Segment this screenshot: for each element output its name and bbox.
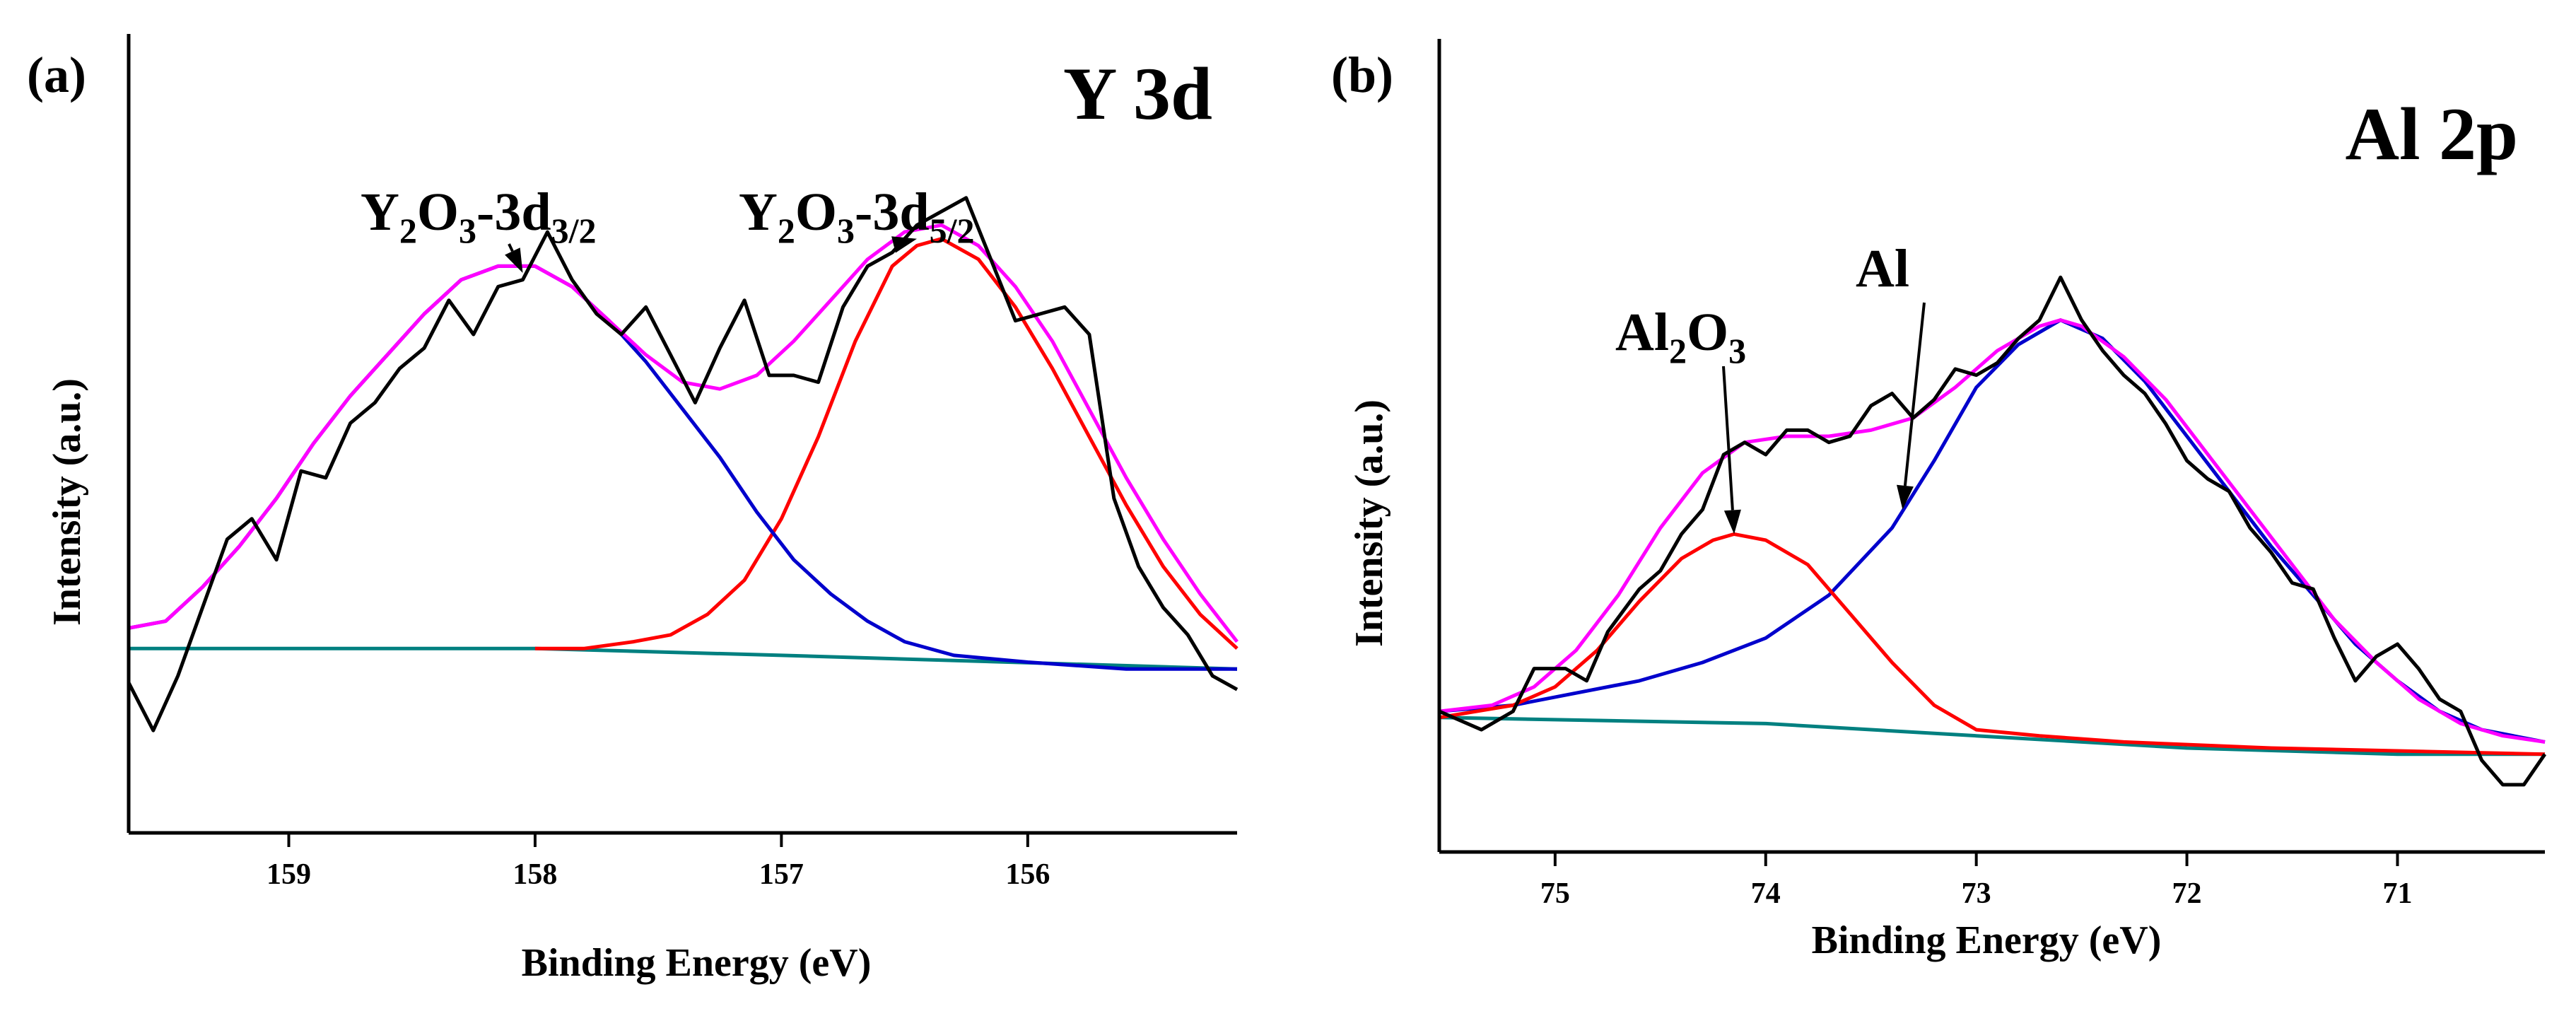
panel-a-annotation-3d3-2: Y2O3-3d3/2 (361, 182, 597, 273)
panel-b-label: (b) (1331, 47, 1393, 103)
panel-a-series-y2o3-3d5-2-fit (534, 237, 1239, 650)
panel-b-y-axis-title: Intensity (a.u.) (1347, 399, 1391, 647)
panel-b-series-al-fit (1439, 318, 2546, 744)
annotation-label-al: Al (1856, 239, 1909, 298)
panel-b-annotation-al: Al (1856, 239, 1926, 510)
annotation-label-y2o3-3d3-2: Y2O3-3d3/2 (361, 182, 597, 250)
annotation-arrow-y2o3-3d3-2 (508, 243, 514, 252)
panel-a-x-axis-title: Binding Energy (eV) (522, 941, 872, 985)
panel-a-x-tick-label-157: 157 (759, 858, 804, 891)
annotation-arrow-al (1903, 302, 1926, 486)
annotation-arrow-al2o3 (1722, 366, 1734, 510)
panel-b-series-measured (1439, 275, 2547, 787)
panel-a-series-measured (127, 196, 1239, 732)
panel-a-series-y2o3-3d3-2-fit (128, 264, 1237, 671)
annotation-arrowhead-al2o3 (1723, 509, 1741, 535)
panel-b-x-tick-label-71: 71 (2382, 877, 2412, 910)
panel-b-series-background (1439, 716, 2545, 757)
panel-b-al2p: (b) Al 2p Intensity (a.u.) Binding Energ… (1331, 39, 2547, 962)
panel-b-plot-area (1439, 275, 2547, 787)
panel-a-title: Y 3d (1063, 52, 1212, 135)
panel-b-x-axis-title: Binding Energy (eV) (1812, 918, 2162, 962)
panel-b-x-ticks: 75 74 73 72 71 (1540, 852, 2412, 910)
panel-b-annotation-al2o3: Al2O3 (1615, 303, 1746, 535)
panel-b-x-tick-label-75: 75 (1540, 877, 1570, 910)
panel-a-y3d: (a) Y 3d Intensity (a.u.) Binding Energy… (27, 34, 1239, 985)
panel-a-series-envelope (128, 223, 1239, 643)
panel-b-series-envelope (1439, 318, 2546, 744)
panel-a-x-ticks: 159 158 157 156 (267, 833, 1050, 891)
panel-a-annotation-3d5-2: Y2O3-3d5/2 (739, 182, 975, 253)
panel-b-x-tick-label-72: 72 (2172, 877, 2202, 910)
panel-a-x-tick-label-158: 158 (513, 858, 557, 891)
panel-a-x-tick-label-156: 156 (1005, 858, 1050, 891)
annotation-arrowhead-y2o3-3d3-2 (505, 247, 523, 273)
panel-a-label: (a) (27, 47, 86, 103)
annotation-label-y2o3-3d5-2: Y2O3-3d5/2 (739, 182, 975, 250)
annotation-label-al2o3: Al2O3 (1615, 303, 1746, 370)
panel-b-series-al2o3-fit (1439, 532, 2546, 757)
annotation-arrowhead-al (1897, 484, 1914, 510)
panel-a-x-tick-label-159: 159 (267, 858, 311, 891)
panel-b-title: Al 2p (2346, 93, 2518, 175)
panel-b-x-tick-label-74: 74 (1751, 877, 1781, 910)
panel-a-y-axis-title: Intensity (a.u.) (45, 378, 89, 626)
panel-b-axis-frame (1437, 39, 2545, 854)
panel-a-plot-area (127, 196, 1239, 732)
annotation-arrowhead-y2o3-3d5-2 (891, 236, 917, 253)
panel-a-axis-frame (127, 34, 1237, 835)
panel-b-x-tick-label-73: 73 (1962, 877, 1991, 910)
